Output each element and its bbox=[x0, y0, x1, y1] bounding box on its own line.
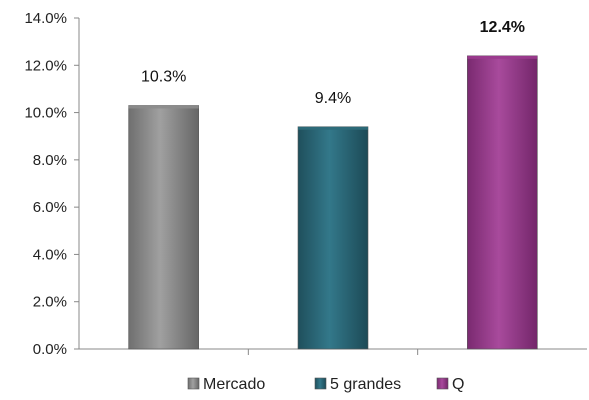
y-tick-label: 12.0% bbox=[24, 57, 67, 74]
data-labels: 10.3% 9.4% 12.4% bbox=[141, 19, 525, 107]
bar-mercado bbox=[128, 105, 199, 350]
legend-label: 5 grandes bbox=[330, 376, 401, 393]
axes: 0.0% 2.0% 4.0% 6.0% 8.0% 10.0% 12.0% 14.0% bbox=[24, 10, 587, 358]
bar-cap bbox=[298, 126, 368, 130]
y-tick-label: 6.0% bbox=[33, 199, 67, 216]
data-label: 10.3% bbox=[141, 68, 186, 85]
legend-swatch bbox=[436, 377, 449, 390]
y-tick-label: 10.0% bbox=[24, 105, 67, 122]
legend-label: Q bbox=[452, 376, 464, 393]
data-label: 9.4% bbox=[315, 90, 351, 107]
y-tick-label: 8.0% bbox=[33, 152, 67, 169]
bars bbox=[128, 55, 538, 350]
bar-5-grandes bbox=[297, 126, 369, 350]
bar-cap bbox=[128, 105, 199, 109]
y-tick-label: 14.0% bbox=[24, 10, 67, 27]
bar-q bbox=[467, 55, 538, 350]
y-tick-label: 0.0% bbox=[33, 341, 67, 358]
legend-swatch bbox=[187, 377, 200, 390]
y-tick-label: 4.0% bbox=[33, 246, 67, 263]
y-tick-label: 2.0% bbox=[33, 294, 67, 311]
data-label: 12.4% bbox=[480, 19, 525, 36]
legend-swatch bbox=[314, 377, 327, 390]
legend: Mercado 5 grandes Q bbox=[187, 376, 464, 393]
legend-label: Mercado bbox=[203, 376, 265, 393]
bar-cap bbox=[467, 55, 538, 59]
